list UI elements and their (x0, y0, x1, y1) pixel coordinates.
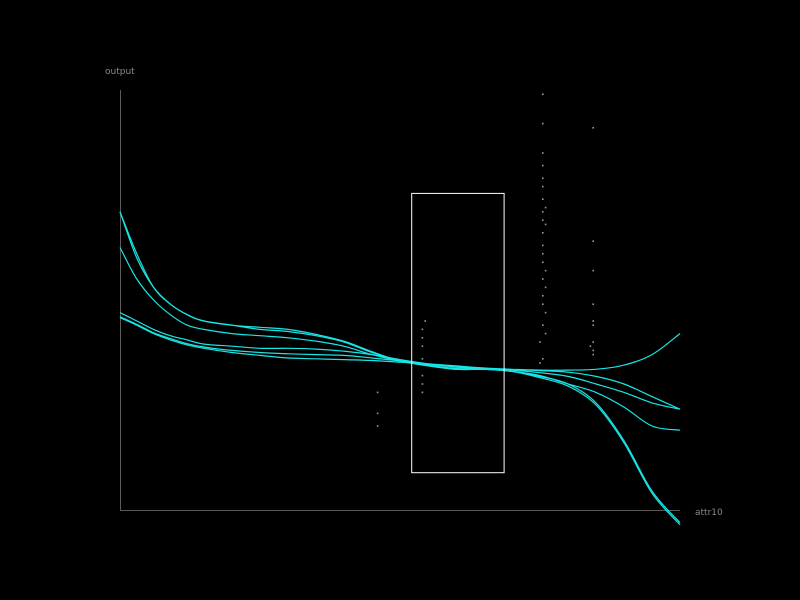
data-point-5 (421, 374, 424, 377)
data-point-2 (376, 391, 379, 394)
data-point-45 (589, 345, 592, 347)
data-point-9 (421, 328, 424, 331)
data-point-16 (544, 311, 547, 314)
data-points (376, 93, 594, 427)
data-point-44 (592, 127, 594, 129)
series-line-2 (119, 211, 681, 524)
data-point-3 (421, 391, 424, 394)
data-point-37 (592, 341, 594, 343)
data-point-42 (592, 269, 594, 272)
data-point-33 (542, 122, 544, 125)
data-point-27 (542, 211, 544, 213)
data-point-38 (592, 353, 594, 356)
data-point-32 (542, 152, 544, 154)
series-line-1 (119, 211, 681, 526)
series-line-5 (119, 317, 681, 371)
data-point-14 (544, 332, 547, 335)
data-point-41 (592, 303, 594, 305)
y-axis-label: output (105, 67, 135, 77)
data-point-24 (542, 244, 544, 247)
data-point-12 (542, 358, 544, 360)
data-point-13 (539, 341, 541, 343)
data-point-40 (592, 320, 594, 322)
data-point-15 (542, 324, 544, 326)
data-point-11 (539, 362, 541, 364)
data-point-18 (542, 295, 544, 297)
data-point-31 (542, 164, 544, 167)
data-point-23 (542, 253, 544, 255)
data-point-35 (544, 206, 547, 209)
data-point-20 (542, 278, 544, 280)
data-point-6 (421, 358, 424, 360)
data-point-10 (424, 320, 426, 322)
data-point-4 (421, 383, 424, 385)
selection-box[interactable] (411, 192, 505, 474)
data-point-30 (542, 177, 544, 179)
data-point-1 (376, 412, 379, 415)
curves (119, 211, 681, 526)
data-point-28 (542, 198, 544, 200)
data-point-19 (544, 286, 547, 289)
data-point-25 (542, 232, 544, 234)
data-point-21 (544, 269, 547, 272)
data-point-46 (592, 349, 594, 352)
data-point-29 (542, 185, 544, 188)
data-point-0 (376, 425, 379, 427)
series-line-6 (119, 316, 681, 410)
series-line-4 (119, 312, 681, 410)
data-point-7 (421, 345, 424, 347)
data-point-22 (542, 261, 544, 263)
data-point-39 (592, 324, 594, 326)
data-point-8 (421, 337, 424, 339)
data-point-36 (544, 223, 547, 226)
data-point-17 (542, 303, 544, 305)
axes: output attr10 (105, 67, 723, 518)
x-axis-label: attr10 (695, 508, 723, 518)
data-point-43 (592, 240, 594, 242)
data-point-26 (542, 219, 544, 221)
data-point-34 (542, 93, 544, 95)
